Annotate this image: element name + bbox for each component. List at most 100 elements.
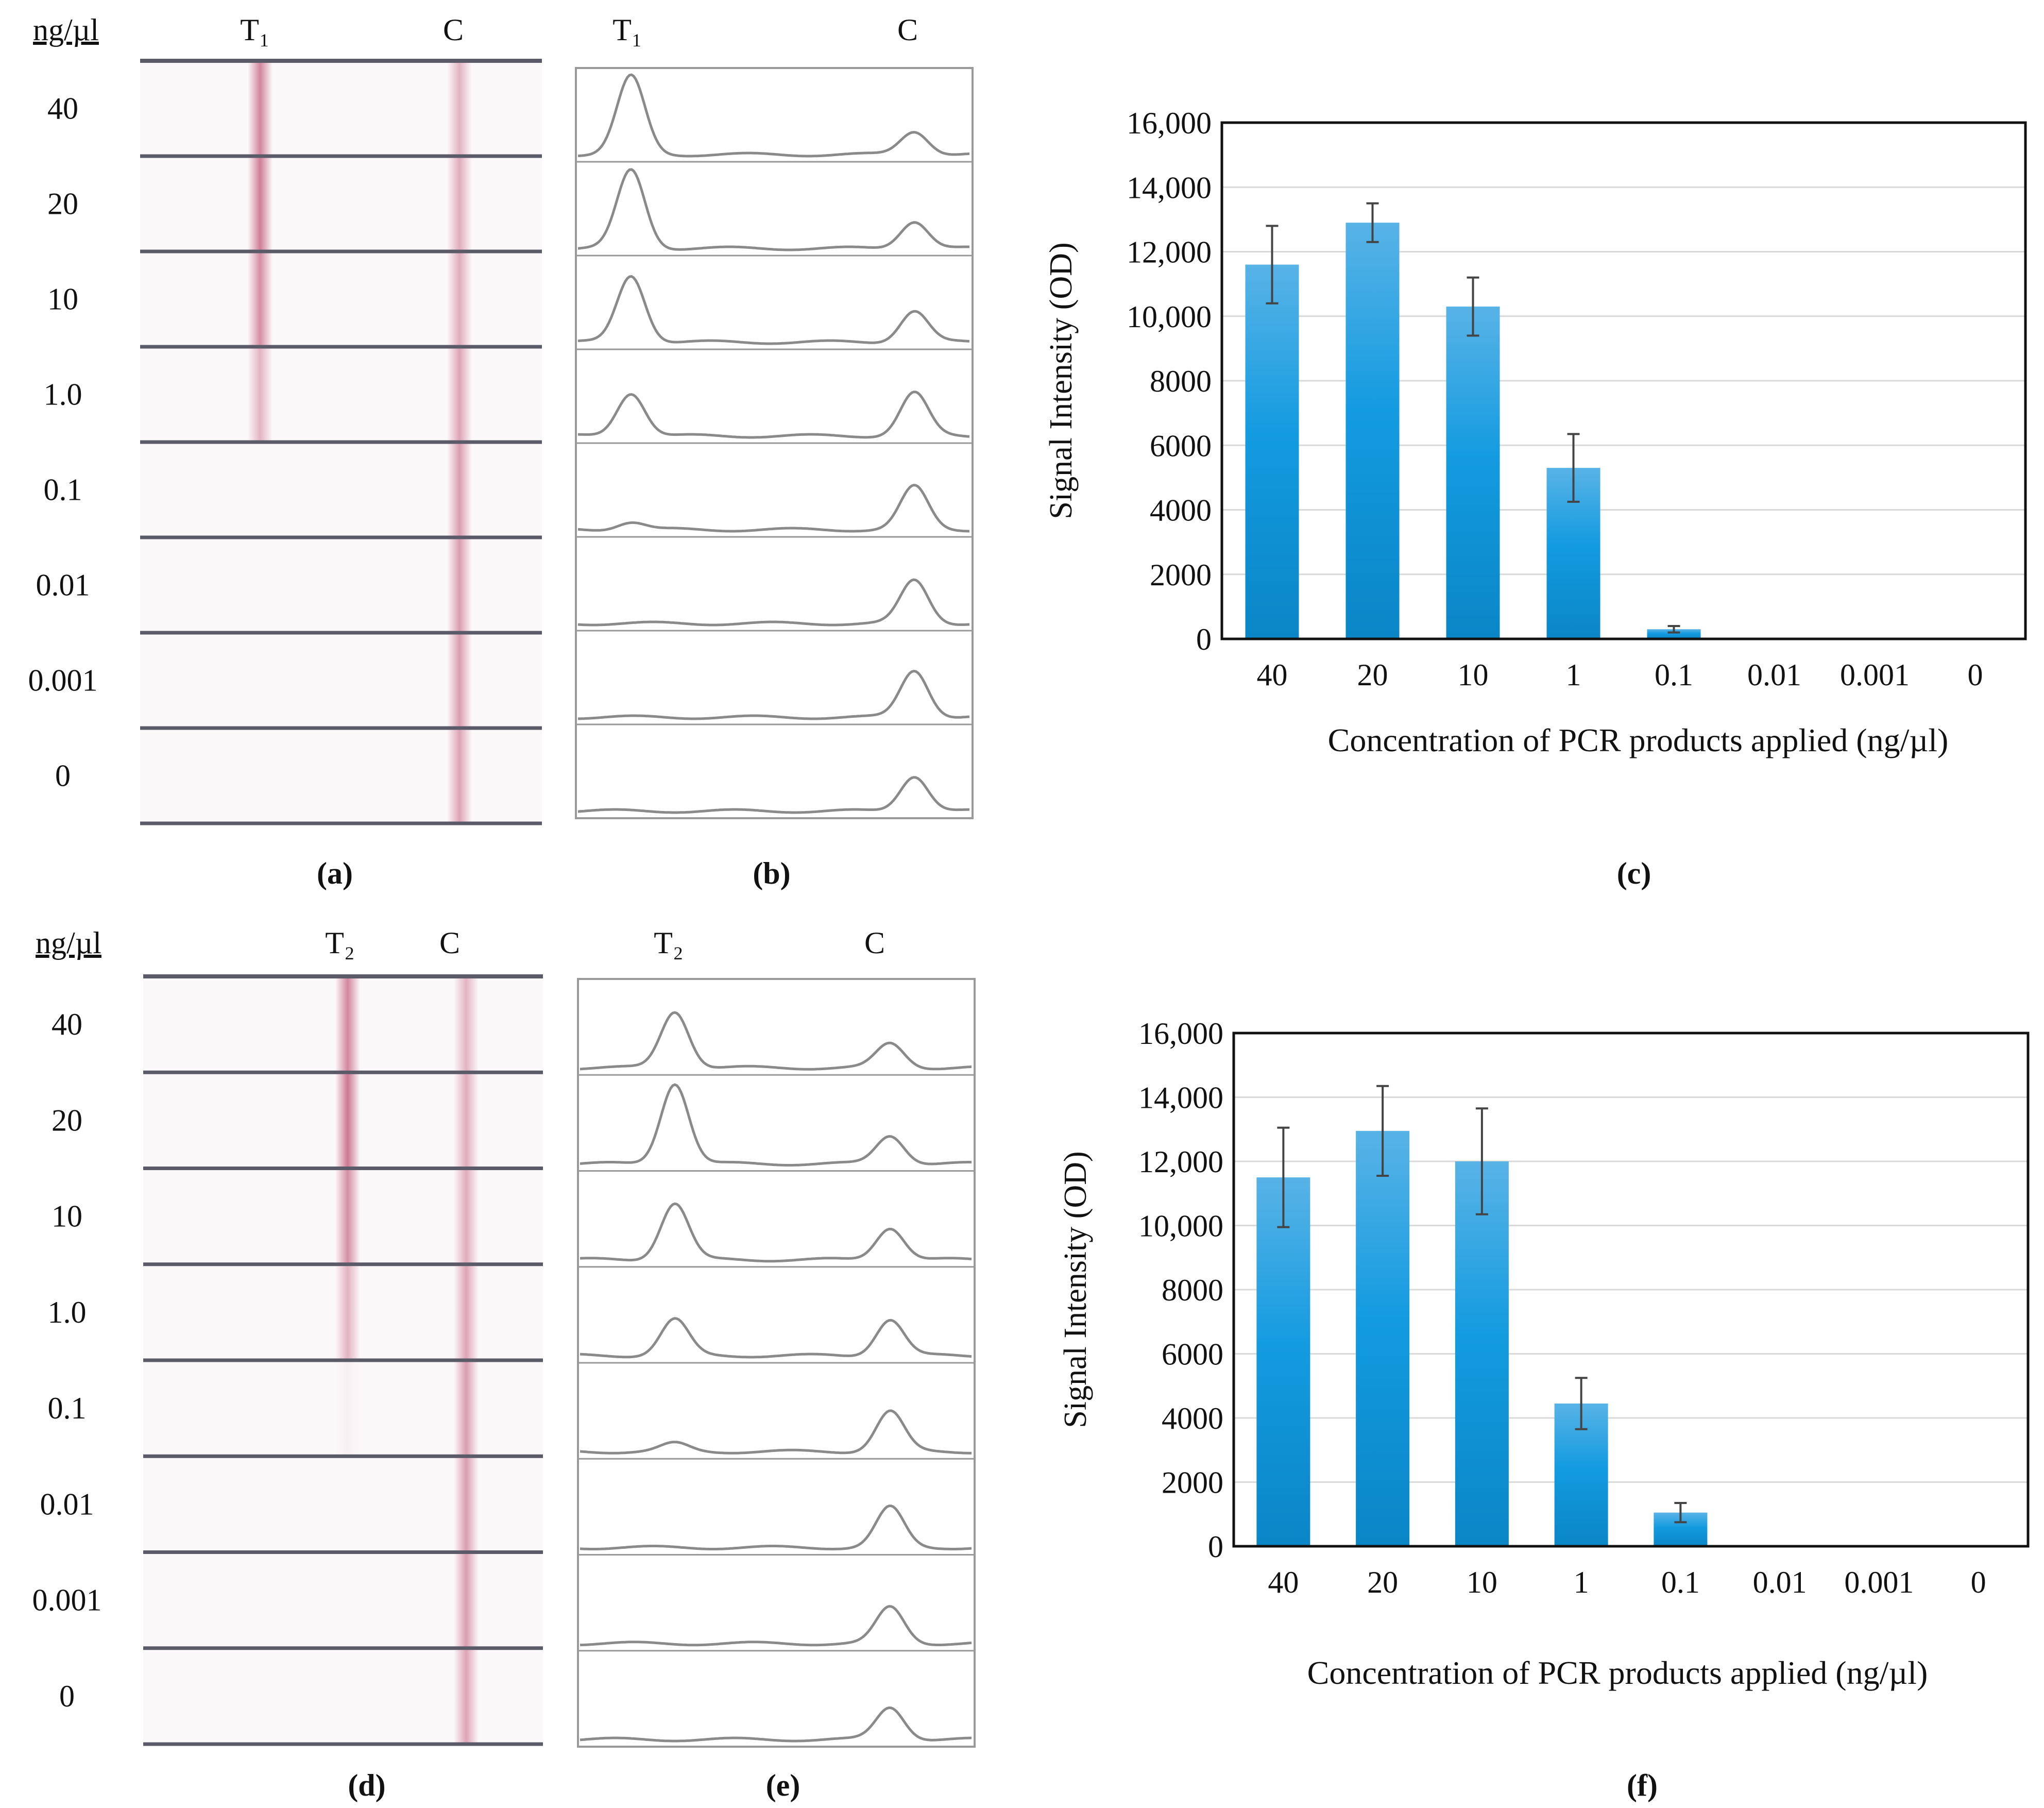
concentration-label: 0.1 [48,1391,87,1425]
test-line-header: T₂ [325,926,355,960]
test-line-band [248,61,272,156]
control-line-band [454,1552,479,1648]
control-line-band [454,1456,479,1552]
concentration-label: 1.0 [44,378,82,412]
scan-trace [580,1505,972,1550]
control-line-band [447,728,472,823]
x-tick-label: 0.01 [1753,1565,1807,1599]
y-axis-title: Signal Intensity (OD) [1044,242,1079,519]
x-tick-label: 20 [1357,658,1388,692]
control-line-band [447,347,472,442]
scan-panel-e: T₂ C (e) [577,926,976,1802]
x-tick-label: 0.1 [1661,1565,1700,1599]
test-line-band [335,1360,360,1457]
control-line-header: C [439,926,460,960]
x-tick-label: 40 [1257,658,1288,692]
y-tick-label: 2000 [1150,558,1212,592]
scan-trace [578,669,970,720]
test-line-band [248,156,272,251]
control-line-band [454,1168,479,1264]
control-line-band [447,442,472,537]
concentration-label: 20 [47,187,78,221]
concentration-label: 0 [59,1679,75,1713]
x-tick-label: 40 [1268,1565,1299,1599]
concentration-label: 0.01 [36,568,90,602]
scan-trace [580,1605,972,1647]
concentration-label: 0.001 [28,664,98,698]
scan-trace [580,1011,972,1071]
panel-caption-a: (a) [317,856,353,890]
control-line-band [454,1264,479,1360]
control-line-band [454,1648,479,1744]
scan-control-header: C [864,926,885,960]
scan-trace [580,1083,972,1167]
bar-chart-c: (c) 0 2000 4000 6000 8000 10,000 12,000 14,000 1… [1044,106,2027,890]
concentration-label: 1.0 [48,1295,87,1329]
scan-trace [580,1317,972,1359]
bar [1256,1177,1310,1546]
bar [1345,223,1400,639]
y-tick-label: 10,000 [1127,300,1212,334]
concentration-label: 0.01 [40,1487,94,1521]
scan-control-header: C [897,13,918,47]
y-axis-title: Signal Intensity (OD) [1058,1151,1093,1428]
plot-frame [1232,1032,2030,1548]
concentration-label: 40 [47,92,78,126]
test-line-band [335,1264,360,1360]
x-tick-label: 0.001 [1844,1565,1914,1599]
scan-trace [577,168,969,251]
concentration-label: 0.1 [44,473,82,507]
scan-trace [577,73,970,158]
scan-panel-b: T₁ C (b) [575,13,974,890]
test-line-header: T₁ [240,13,270,47]
bar-chart-f: (f) 0 2000 4000 6000 8000 10,000 12,000 14,000 1… [1058,1017,2030,1802]
control-line-band [454,1360,479,1457]
control-line-band [454,1072,479,1169]
panel-caption-f: (f) [1627,1768,1658,1802]
bar [1455,1161,1509,1546]
y-tick-label: 8000 [1150,364,1212,398]
y-tick-label: 12,000 [1127,235,1212,269]
x-tick-label: 0.1 [1655,658,1693,692]
control-line-band [447,156,472,251]
y-tick-label: 10,000 [1138,1209,1223,1243]
control-line-band [447,537,472,633]
concentration-label: 0.001 [32,1583,102,1617]
test-line-band [248,347,272,442]
control-line-band [447,633,472,728]
x-tick-label: 1 [1566,658,1581,692]
scan-trace [577,578,970,627]
x-tick-label: 0.001 [1840,658,1910,692]
y-tick-label: 4000 [1162,1401,1223,1435]
x-tick-label: 0 [1968,658,1983,692]
bar [1245,264,1299,639]
x-axis-title: Concentration of PCR products applied (n… [1328,722,1949,758]
concentration-label: 20 [52,1103,82,1137]
plot-frame [1220,121,2027,640]
y-tick-label: 16,000 [1127,106,1212,140]
y-tick-label: 4000 [1150,494,1212,528]
y-tick-label: 16,000 [1138,1017,1223,1051]
concentration-label: 10 [52,1199,82,1234]
x-tick-label: 10 [1458,658,1489,692]
strip-panel-a: ng/µl T₁ C 40 20 10 1.0 0.1 0.01 0.001 0 (a) [28,13,542,890]
scan-test-header: T₂ [654,926,684,960]
strip-panel-d: ng/µl T₂ C 40 20 10 1.0 0.1 0.01 0.001 0 (d) [32,926,543,1802]
x-axis-title: Concentration of PCR products applied (n… [1307,1654,1928,1691]
scan-test-header: T₁ [612,13,642,47]
concentration-label: 40 [52,1007,82,1041]
x-tick-label: 20 [1367,1565,1398,1599]
scan-trace [577,391,970,439]
y-tick-label: 6000 [1162,1338,1223,1372]
scan-trace [580,1409,972,1455]
x-tick-label: 1 [1574,1565,1589,1599]
scan-trace [577,776,970,814]
scan-trace [577,275,970,345]
y-tick-label: 8000 [1162,1273,1223,1307]
panel-caption-b: (b) [753,856,790,890]
y-tick-label: 14,000 [1138,1081,1223,1115]
test-line-band [335,1168,360,1264]
y-tick-label: 12,000 [1138,1145,1223,1179]
concentration-label: 0 [55,759,71,793]
